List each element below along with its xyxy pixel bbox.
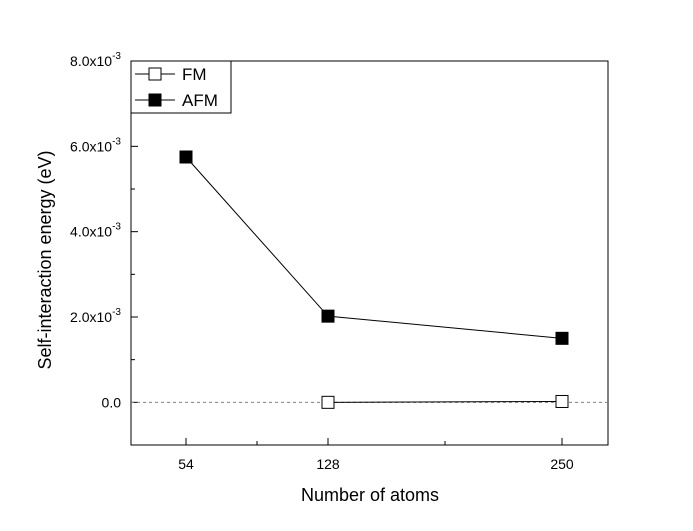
- legend-label-fm: FM: [182, 65, 207, 84]
- series-line-afm: [186, 157, 562, 338]
- series-layer: [131, 151, 608, 408]
- x-tick-label: 54: [178, 456, 194, 472]
- data-point-fm: [322, 396, 334, 408]
- legend-marker-fm: [149, 68, 161, 80]
- y-tick-label: 8.0x10-3: [70, 51, 121, 69]
- y-axis: 0.0 2.0x10-3 4.0x10-3 6.0x10-3 8.0x10-3: [70, 51, 138, 445]
- data-point-afm: [322, 310, 334, 322]
- series-line-fm: [328, 401, 562, 402]
- x-tick-label: 128: [316, 456, 340, 472]
- legend-marker-afm: [149, 94, 161, 106]
- y-tick-label: 0.0: [102, 394, 122, 410]
- plot-border: [131, 61, 608, 445]
- data-point-afm: [556, 332, 568, 344]
- legend-label-afm: AFM: [182, 91, 218, 110]
- x-tick-label: 250: [550, 456, 574, 472]
- x-axis-title: Number of atoms: [301, 485, 439, 505]
- legend: FM AFM: [131, 61, 231, 113]
- data-point-afm: [180, 151, 192, 163]
- y-tick-label: 2.0x10-3: [70, 307, 121, 325]
- plot-frame: [131, 61, 608, 445]
- x-axis: 54 128 250: [178, 438, 574, 472]
- y-tick-label: 4.0x10-3: [70, 222, 121, 240]
- y-axis-title: Self-interaction energy (eV): [35, 150, 55, 369]
- y-tick-label: 6.0x10-3: [70, 136, 121, 154]
- data-point-fm: [556, 395, 568, 407]
